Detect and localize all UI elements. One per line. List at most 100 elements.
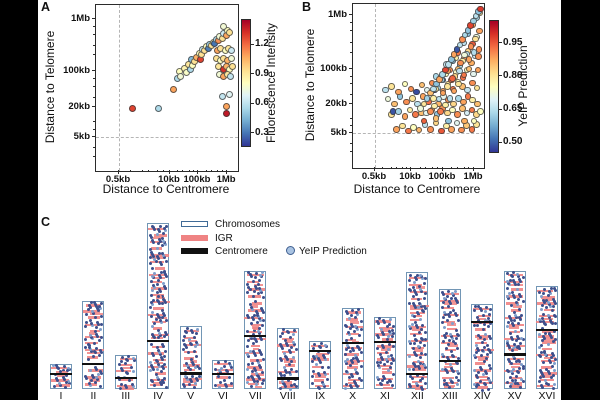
chromosome-label: VIII — [279, 390, 296, 400]
y-tick — [348, 132, 352, 134]
centromere-line — [438, 359, 461, 362]
scatter-point — [403, 98, 410, 106]
prediction-dot — [355, 370, 359, 374]
prediction-dot — [149, 255, 153, 259]
prediction-dot — [412, 304, 416, 308]
prediction-dot — [67, 368, 71, 372]
prediction-dot — [227, 376, 231, 380]
prediction-dot — [442, 296, 446, 300]
prediction-dot — [283, 365, 287, 369]
prediction-dot — [475, 373, 479, 377]
prediction-dot — [130, 383, 134, 387]
prediction-dot — [552, 313, 556, 317]
prediction-dot — [150, 293, 154, 297]
prediction-dot — [90, 374, 94, 378]
prediction-dot — [294, 369, 298, 373]
prediction-dot — [424, 338, 428, 342]
igr-strip — [254, 385, 263, 389]
prediction-dot — [100, 302, 104, 305]
scatter-point — [432, 115, 440, 122]
prediction-dot — [92, 349, 96, 353]
scatter-point — [455, 95, 462, 102]
x-minor-tick — [390, 167, 392, 169]
prediction-dot — [517, 282, 521, 286]
igr-strip — [440, 369, 460, 373]
prediction-dot — [86, 357, 90, 361]
prediction-dot — [99, 306, 103, 310]
prediction-dot — [447, 313, 451, 317]
igr-strip — [412, 375, 427, 379]
igr-strip — [543, 338, 555, 341]
prediction-dot — [488, 334, 492, 338]
prediction-dot — [186, 351, 190, 355]
scatter-point — [388, 83, 395, 90]
prediction-dot — [326, 378, 330, 382]
y-tick-label: 5kb — [330, 127, 347, 139]
igr-strip — [312, 365, 325, 369]
prediction-dot — [289, 372, 293, 376]
prediction-dot — [538, 353, 541, 357]
prediction-dot — [260, 275, 264, 279]
prediction-dot — [285, 356, 289, 360]
prediction-dot — [152, 254, 156, 258]
prediction-dot — [455, 332, 459, 336]
prediction-dot — [165, 274, 169, 278]
scatter-point — [415, 126, 423, 134]
igr-strip — [215, 368, 233, 372]
prediction-dot — [153, 383, 157, 387]
igr-strip — [183, 350, 198, 353]
prediction-dot — [446, 356, 450, 360]
prediction-dot — [539, 319, 543, 323]
prediction-dot — [284, 369, 288, 372]
prediction-dot — [190, 379, 194, 383]
x-minor-tick — [177, 170, 179, 172]
prediction-dot — [487, 325, 490, 329]
prediction-dot — [452, 370, 456, 374]
prediction-dot — [315, 354, 319, 358]
igr-strip — [537, 384, 553, 388]
prediction-dot — [519, 342, 523, 345]
prediction-dot — [247, 316, 251, 320]
prediction-dot — [549, 320, 553, 324]
scatter-point — [228, 63, 236, 71]
prediction-dot — [249, 274, 253, 278]
prediction-dot — [417, 285, 421, 289]
prediction-dot — [488, 363, 492, 367]
prediction-dot — [387, 378, 391, 382]
igr-strip — [380, 329, 390, 332]
prediction-dot — [508, 278, 512, 282]
prediction-dot — [163, 335, 166, 339]
prediction-dot — [165, 332, 169, 336]
prediction-dot — [409, 384, 413, 388]
igr-strip — [51, 379, 69, 382]
prediction-dot — [156, 256, 160, 260]
prediction-dot — [247, 339, 251, 343]
prediction-dot — [158, 289, 162, 293]
prediction-dot — [157, 287, 161, 291]
prediction-dot — [379, 381, 383, 385]
prediction-dot — [545, 367, 549, 371]
prediction-dot — [382, 332, 386, 336]
igr-strip — [410, 332, 423, 336]
prediction-dot — [55, 377, 59, 381]
prediction-dot — [411, 294, 415, 298]
legend-chromosomes-label: Chromosomes — [215, 219, 281, 230]
prediction-dot — [89, 322, 93, 326]
prediction-dot — [182, 334, 186, 338]
igr-strip — [345, 338, 356, 342]
prediction-dot — [317, 358, 321, 362]
igr-strip — [183, 377, 202, 380]
prediction-dot — [354, 381, 358, 385]
prediction-dot — [227, 361, 231, 365]
prediction-dot — [261, 324, 265, 328]
igr-strip — [415, 388, 426, 391]
prediction-dot — [257, 330, 261, 334]
prediction-dot — [181, 347, 185, 351]
prediction-dot — [261, 270, 265, 274]
prediction-dot — [327, 351, 331, 355]
prediction-dot — [152, 367, 156, 371]
scatter-point — [427, 126, 434, 133]
prediction-dot — [518, 346, 522, 350]
prediction-dot — [100, 323, 104, 327]
prediction-dot — [441, 301, 445, 305]
